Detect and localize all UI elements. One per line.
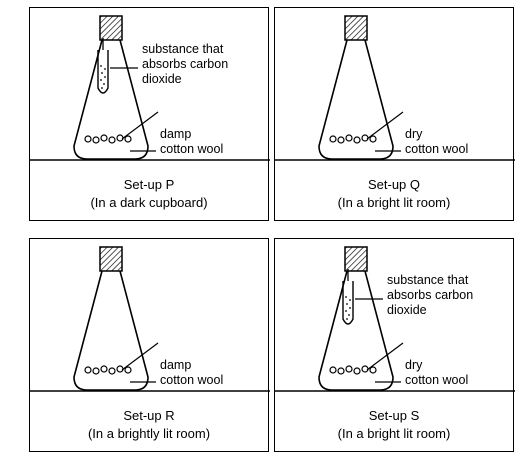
absorbent-test-tube [97,38,109,94]
cotton-pointer-line [366,111,404,140]
panel-setup-q: dry cotton wool Set-up Q (In a bright li… [274,7,515,221]
conical-flask [318,39,394,160]
absorbent-test-tube [342,269,354,325]
cotton-wool [329,365,377,375]
stopper [344,246,368,272]
flask-diagram-p [30,15,270,161]
cotton-label: damp cotton wool [160,358,223,388]
conical-flask [73,270,149,391]
cotton-label-line2: cotton wool [160,373,224,387]
panel-setup-s: substance that absorbs carbon dioxide dr… [274,238,515,452]
setup-condition: (In a brightly lit room) [87,426,211,441]
panel-setup-r: damp cotton wool Set-up R (In a brightly… [29,238,270,452]
stopper [99,15,123,41]
flask-diagram-q [275,15,515,161]
conical-flask [318,270,394,391]
tube-label: substance that absorbs carbon dioxide [387,273,473,318]
cotton-label: dry cotton wool [405,127,468,157]
cotton-wool [329,134,377,144]
cotton-pointer-line [121,342,159,371]
tube-label: substance that absorbs carbon dioxide [142,42,228,87]
panel-setup-p: substance that absorbs carbon dioxide da… [29,7,270,221]
cotton-label-line2: cotton wool [405,142,469,156]
setup-caption: Set-up S (In a bright lit room) [275,399,513,451]
tube-label-line2: absorbs carbon [387,288,474,302]
setup-title: Set-up S [368,408,420,423]
cotton-label-line1: dry [405,127,423,141]
tube-label-line1: substance that [387,273,469,287]
cotton-label-line2: cotton wool [160,142,224,156]
conical-flask [73,39,149,160]
setup-title: Set-up P [123,177,175,192]
setup-caption: Set-up P (In a dark cupboard) [30,168,268,220]
stopper [344,15,368,41]
cotton-label: dry cotton wool [405,358,468,388]
setup-title: Set-up Q [367,177,421,192]
setup-caption: Set-up Q (In a bright lit room) [275,168,513,220]
cotton-pointer-line [121,111,159,140]
setup-condition: (In a dark cupboard) [90,195,208,210]
setup-condition: (In a bright lit room) [337,195,451,210]
setup-title: Set-up R [123,408,175,423]
tube-label-line3: dioxide [387,303,427,317]
setup-condition: (In a bright lit room) [337,426,451,441]
cotton-label-line2: cotton wool [405,373,469,387]
flask-diagram-r [30,246,270,392]
stopper [99,246,123,272]
cotton-label-line1: dry [405,358,423,372]
tube-label-line1: substance that [142,42,224,56]
cotton-wool [84,365,132,375]
tube-label-line2: absorbs carbon [142,57,229,71]
cotton-wool [84,134,132,144]
cotton-pointer-line [366,342,404,371]
cotton-label-line1: damp [160,127,192,141]
cotton-label-line1: damp [160,358,192,372]
cotton-label: damp cotton wool [160,127,223,157]
setup-caption: Set-up R (In a brightly lit room) [30,399,268,451]
flask-diagram-s [275,246,515,392]
tube-label-line3: dioxide [142,72,182,86]
